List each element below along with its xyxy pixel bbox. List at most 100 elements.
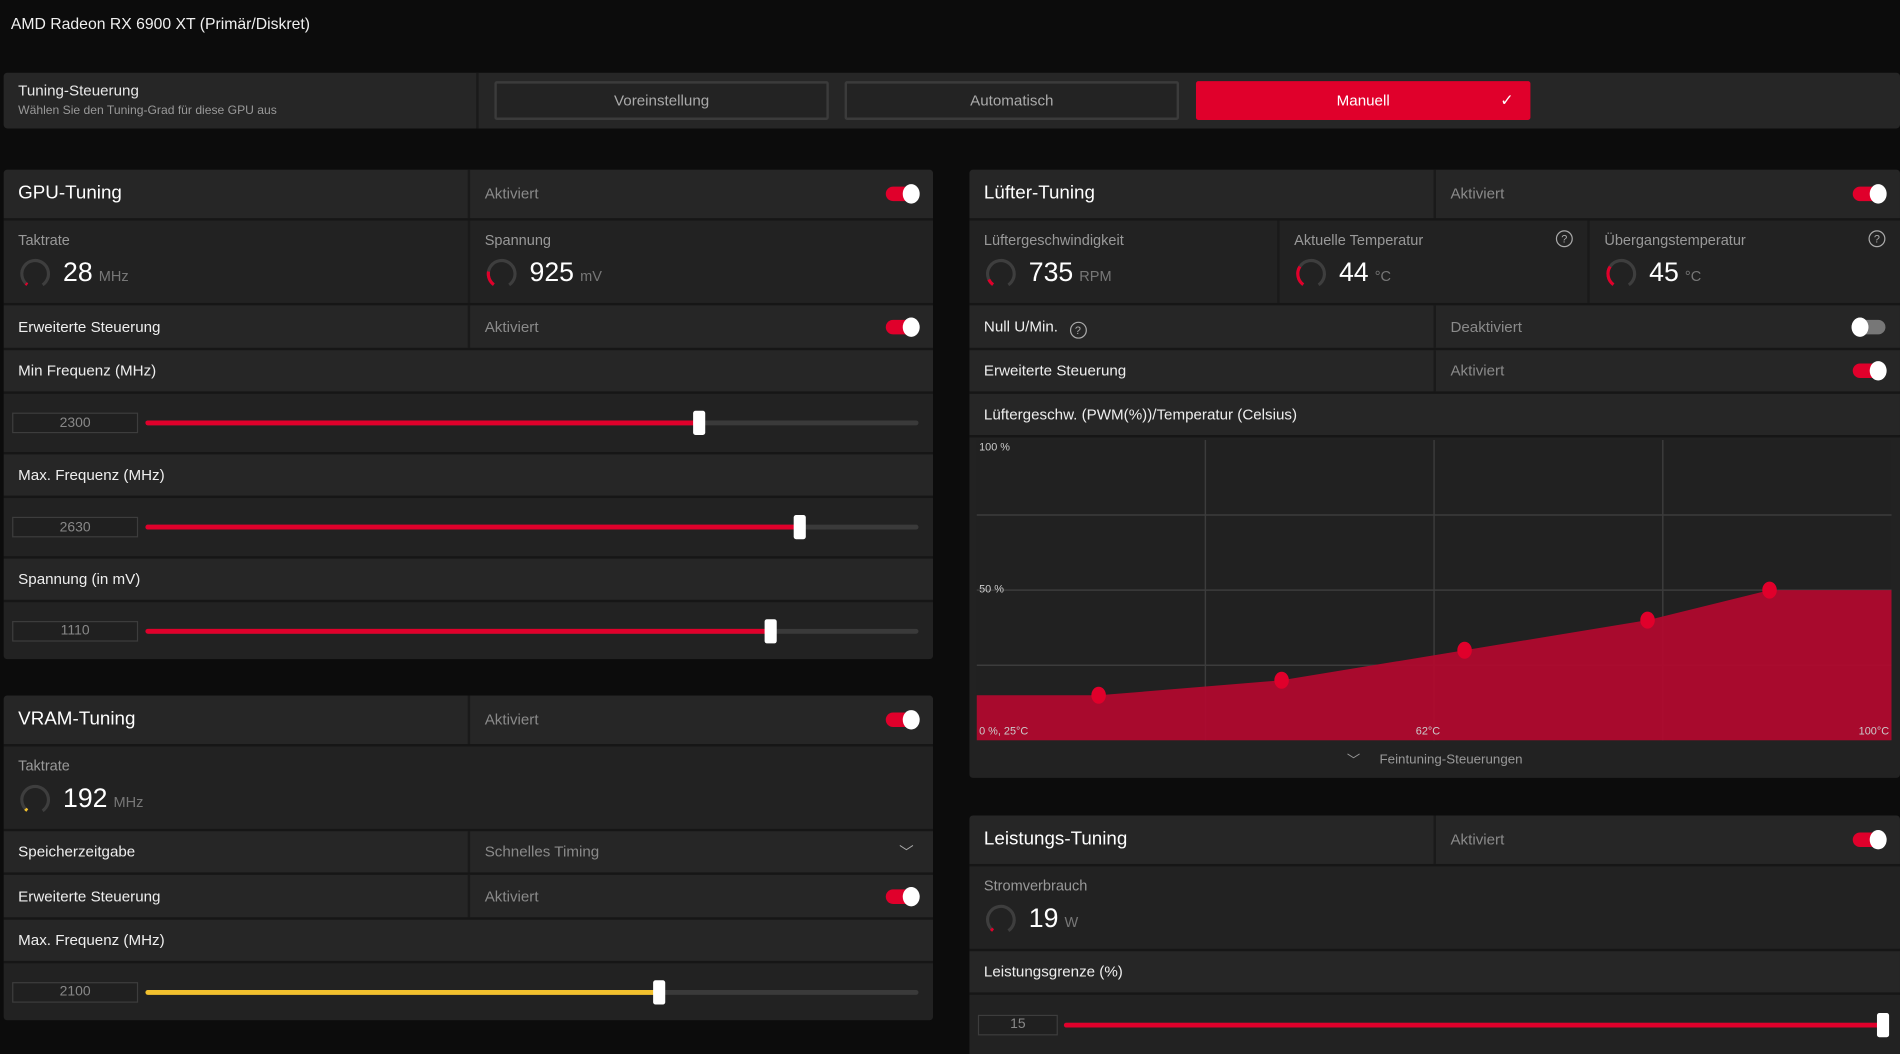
preset-button[interactable]: Voreinstellung: [494, 81, 829, 120]
metric-label: Stromverbrauch: [983, 877, 1088, 895]
slider-thumb[interactable]: [763, 618, 777, 643]
metric-unit: RPM: [1079, 267, 1112, 285]
preset-label: Voreinstellung: [614, 92, 710, 110]
min-frequency-slider[interactable]: [145, 410, 919, 436]
fan-tuning-title: Lüfter-Tuning: [983, 182, 1095, 204]
vram-tuning-title: VRAM-Tuning: [18, 708, 136, 730]
slider-thumb[interactable]: [692, 410, 705, 436]
metric-label: Lüftergeschwindigkeit: [983, 231, 1124, 249]
help-icon[interactable]: ?: [1555, 230, 1573, 248]
fan-advanced-toggle[interactable]: [1852, 361, 1887, 381]
help-icon[interactable]: ?: [1868, 230, 1886, 248]
gauge-icon: [1296, 258, 1326, 289]
vram-max-frequency-input[interactable]: 2100: [12, 981, 139, 1003]
gpu-advanced-status: Aktiviert: [484, 318, 539, 336]
zero-rpm-status: Deaktiviert: [1450, 318, 1522, 336]
memory-timing-dropdown[interactable]: Schnelles Timing ﹀: [470, 831, 933, 872]
power-consumption-metric: Stromverbrauch 19 W: [969, 866, 1900, 948]
divider: [476, 72, 479, 129]
fan-curve-label: Lüftergeschw. (PWM(%))/Temperatur (Celsi…: [983, 405, 1298, 423]
fan-curve-point[interactable]: [1640, 611, 1655, 629]
y-tick-label: 100 %: [979, 442, 1010, 454]
power-tuning-toggle[interactable]: [1852, 830, 1887, 850]
gpu-tuning-title: GPU-Tuning: [18, 182, 122, 204]
current-temperature-metric: Aktuelle Temperatur? 44 °C: [1280, 221, 1588, 303]
zero-rpm-toggle[interactable]: [1851, 316, 1886, 337]
tuning-control-bar: Tuning-Steuerung Wählen Sie den Tuning-G…: [3, 72, 1900, 129]
fan-curve-point[interactable]: [1457, 641, 1472, 659]
metric-unit: MHz: [98, 267, 129, 285]
metric-label: Aktuelle Temperatur: [1294, 231, 1424, 249]
metric-unit: mV: [580, 267, 602, 285]
power-limit-label: Leistungsgrenze (%): [983, 963, 1123, 981]
slider-thumb[interactable]: [652, 979, 665, 1004]
max-frequency-label: Max. Frequenz (MHz): [18, 466, 165, 484]
metric-value: 44: [1338, 256, 1369, 288]
window-title: AMD Radeon RX 6900 XT (Primär/Diskret): [10, 14, 311, 33]
vram-max-frequency-label: Max. Frequenz (MHz): [18, 931, 165, 949]
min-frequency-slider-row: 2300: [3, 393, 934, 452]
metric-unit: °C: [1684, 267, 1702, 285]
tuning-control-sublabel: Wählen Sie den Tuning-Grad für diese GPU…: [18, 104, 277, 118]
memory-timing-label: Speicherzeitgabe: [18, 843, 136, 861]
fan-speed-metric: Lüftergeschwindigkeit 735 RPM: [969, 221, 1277, 303]
power-limit-slider[interactable]: [1063, 1012, 1890, 1037]
metric-value: 28: [63, 256, 93, 288]
power-limit-slider-row: 15: [969, 994, 1900, 1054]
voltage-slider[interactable]: [145, 618, 919, 643]
y-tick-label: 50 %: [979, 584, 1004, 596]
x-tick-label: 100°C: [1859, 725, 1890, 737]
min-frequency-input[interactable]: 2300: [12, 412, 139, 434]
fine-tuning-toggle[interactable]: ﹀ Feintuning-Steuerungen: [969, 742, 1900, 778]
gauge-icon: [985, 904, 1016, 935]
voltage-slider-row: 1110: [3, 602, 934, 660]
vram-tuning-status: Aktiviert: [484, 711, 539, 729]
gpu-tuning-status: Aktiviert: [484, 185, 539, 203]
automatic-label: Automatisch: [970, 92, 1054, 110]
gauge-icon: [985, 258, 1016, 289]
voltage-label: Spannung (in mV): [18, 570, 141, 588]
gpu-tuning-toggle[interactable]: [885, 184, 920, 204]
fan-curve-area: [976, 590, 1892, 741]
fan-tuning-toggle[interactable]: [1852, 184, 1887, 204]
gpu-advanced-toggle[interactable]: [885, 316, 920, 337]
gpu-tuning-panel: GPU-Tuning Aktiviert Taktrate 28 MHz Spannu…: [3, 169, 934, 660]
fan-curve-point[interactable]: [1274, 671, 1289, 689]
fan-curve-point[interactable]: [1091, 686, 1106, 704]
gauge-icon: [20, 258, 51, 289]
tuning-control-label: Tuning-Steuerung: [18, 82, 139, 100]
metric-value: 19: [1028, 902, 1059, 934]
zero-rpm-text: Null U/Min.: [983, 317, 1058, 335]
fan-curve-point[interactable]: [1762, 581, 1777, 599]
slider-thumb[interactable]: [793, 514, 806, 540]
memory-timing-value: Schnelles Timing: [484, 843, 600, 861]
fan-advanced-status: Aktiviert: [1450, 362, 1505, 380]
help-icon[interactable]: ?: [1069, 321, 1087, 339]
fan-curve-chart[interactable]: 100 % 50 % 0 %, 25°C 62°C 100°C: [976, 439, 1892, 741]
metric-value: 925: [529, 256, 575, 288]
gauge-icon: [486, 258, 517, 289]
voltage-input[interactable]: 1110: [12, 620, 139, 642]
manual-label: Manuell: [1336, 92, 1390, 110]
vram-slider-row: 2100: [3, 963, 934, 1021]
metric-value: 45: [1649, 256, 1679, 288]
slider-thumb[interactable]: [1876, 1012, 1890, 1037]
vram-tuning-panel: VRAM-Tuning Aktiviert Taktrate 192 MHz Spei…: [3, 695, 934, 1021]
gauge-icon: [20, 784, 51, 815]
x-tick-label: 62°C: [1416, 725, 1440, 737]
automatic-button[interactable]: Automatisch: [844, 81, 1180, 120]
gauge-icon: [1606, 258, 1637, 289]
metric-unit: MHz: [113, 793, 144, 811]
metric-label: Übergangstemperatur: [1604, 231, 1746, 249]
max-frequency-input[interactable]: 2630: [12, 516, 139, 538]
vram-max-frequency-slider[interactable]: [145, 979, 919, 1004]
max-frequency-slider[interactable]: [145, 514, 919, 540]
min-frequency-label: Min Frequenz (MHz): [18, 362, 157, 380]
manual-button[interactable]: Manuell ✓: [1195, 81, 1531, 120]
vram-tuning-toggle[interactable]: [885, 710, 920, 730]
vram-advanced-toggle[interactable]: [885, 886, 920, 906]
power-limit-input[interactable]: 15: [977, 1014, 1058, 1035]
metric-label: Spannung: [484, 231, 552, 249]
metric-label: Taktrate: [18, 231, 70, 249]
fan-advanced-label: Erweiterte Steuerung: [983, 362, 1127, 380]
